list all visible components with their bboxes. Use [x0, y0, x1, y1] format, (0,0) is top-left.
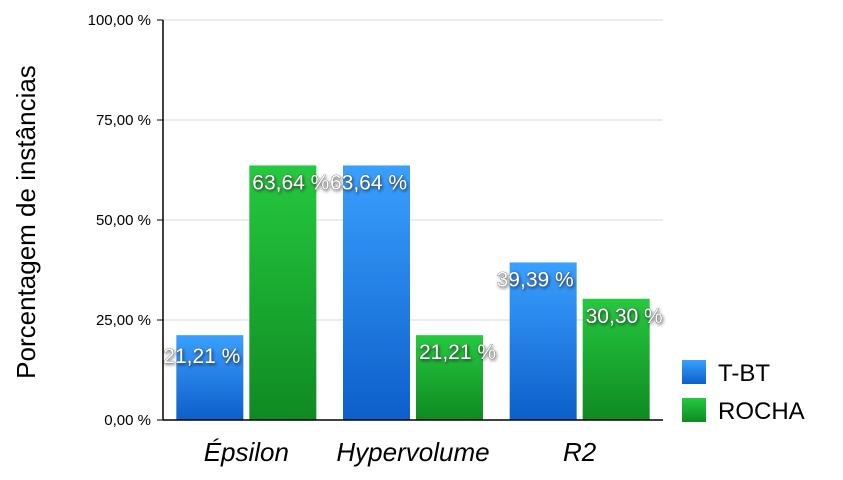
data-labels: 21,21 % 63,64 % 63,64 % 21,21 % 39,39 % 30,30…: [163, 171, 663, 368]
y-tick-label: 25,00 %: [96, 312, 151, 329]
data-label: 63,64 %: [330, 171, 407, 194]
data-label: 30,30 %: [586, 305, 663, 328]
gridlines: [163, 19, 663, 321]
legend-label: T-BT: [718, 360, 770, 387]
data-label: 21,21 %: [419, 341, 496, 364]
y-tick-label: 100,00 %: [88, 12, 151, 29]
bar-rocha-1: [416, 335, 483, 420]
data-label: 39,39 %: [497, 268, 574, 291]
x-category-label: R2: [563, 437, 597, 467]
data-label: 21,21 %: [163, 345, 240, 368]
bar-t-bt-0: [176, 335, 244, 420]
legend-label: ROCHA: [718, 398, 805, 425]
legend-swatch-t-bt: [682, 360, 706, 384]
x-category-label: Épsilon: [204, 437, 289, 467]
data-label: 63,64 %: [252, 171, 329, 194]
y-tick-label: 50,00 %: [96, 212, 151, 229]
bar-rocha-0: [249, 165, 317, 420]
legend-swatch-rocha: [682, 398, 706, 422]
bar-t-bt-2: [509, 262, 577, 420]
y-axis-label: Porcentagem de instâncias: [11, 65, 41, 379]
y-tick-label: 0,00 %: [104, 412, 151, 429]
axes: 0,00 % 25,00 % 50,00 % 75,00 % 100,00 % Épsil…: [88, 12, 663, 467]
bars: [176, 165, 650, 420]
y-tick-label: 75,00 %: [96, 112, 151, 129]
bar-t-bt-1: [343, 165, 410, 420]
x-category-label: Hypervolume: [336, 437, 489, 467]
bar-rocha-2: [582, 298, 650, 420]
legend: T-BT ROCHA: [682, 360, 805, 425]
